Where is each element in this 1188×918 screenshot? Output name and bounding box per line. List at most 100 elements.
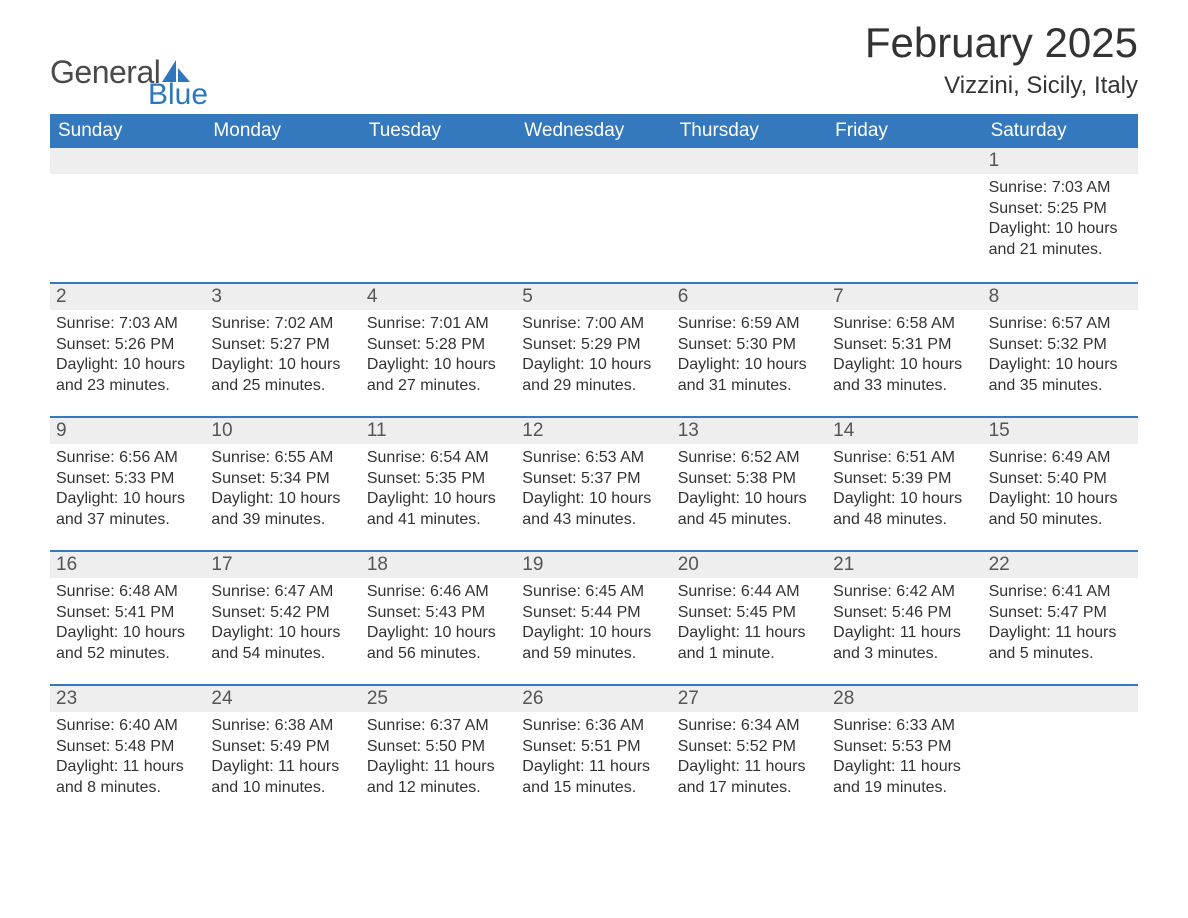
day-body: Sunrise: 7:01 AMSunset: 5:28 PMDaylight:… <box>361 310 516 396</box>
sunset-text: Sunset: 5:48 PM <box>56 737 199 757</box>
day-number: 13 <box>672 418 827 444</box>
day-body: Sunrise: 6:59 AMSunset: 5:30 PMDaylight:… <box>672 310 827 396</box>
daylight-text: Daylight: 10 hours and 52 minutes. <box>56 623 199 664</box>
daylight-text: Daylight: 11 hours and 3 minutes. <box>833 623 976 664</box>
day-body: Sunrise: 6:44 AMSunset: 5:45 PMDaylight:… <box>672 578 827 664</box>
header: General Blue February 2025 Vizzini, Sici… <box>50 20 1138 110</box>
weekday-heading: Tuesday <box>361 114 516 148</box>
sunset-text: Sunset: 5:43 PM <box>367 603 510 623</box>
brand-word-1: General <box>50 56 160 88</box>
sunset-text: Sunset: 5:45 PM <box>678 603 821 623</box>
calendar-day-cell: 14Sunrise: 6:51 AMSunset: 5:39 PMDayligh… <box>827 418 982 550</box>
daylight-text: Daylight: 10 hours and 35 minutes. <box>989 355 1132 396</box>
day-number: 8 <box>983 284 1138 310</box>
day-number: 6 <box>672 284 827 310</box>
day-number: 4 <box>361 284 516 310</box>
daylight-text: Daylight: 10 hours and 39 minutes. <box>211 489 354 530</box>
sunrise-text: Sunrise: 6:36 AM <box>522 716 665 736</box>
sunrise-text: Sunrise: 6:52 AM <box>678 448 821 468</box>
sunset-text: Sunset: 5:34 PM <box>211 469 354 489</box>
day-body: Sunrise: 7:02 AMSunset: 5:27 PMDaylight:… <box>205 310 360 396</box>
calendar-day-cell: 11Sunrise: 6:54 AMSunset: 5:35 PMDayligh… <box>361 418 516 550</box>
day-number: 26 <box>516 686 671 712</box>
sunset-text: Sunset: 5:50 PM <box>367 737 510 757</box>
sunrise-text: Sunrise: 6:54 AM <box>367 448 510 468</box>
day-number: 23 <box>50 686 205 712</box>
day-body: Sunrise: 6:56 AMSunset: 5:33 PMDaylight:… <box>50 444 205 530</box>
calendar-day-cell <box>205 148 360 282</box>
daylight-text: Daylight: 10 hours and 41 minutes. <box>367 489 510 530</box>
sunset-text: Sunset: 5:47 PM <box>989 603 1132 623</box>
sunrise-text: Sunrise: 6:58 AM <box>833 314 976 334</box>
daylight-text: Daylight: 10 hours and 50 minutes. <box>989 489 1132 530</box>
sunrise-text: Sunrise: 6:33 AM <box>833 716 976 736</box>
sunrise-text: Sunrise: 6:56 AM <box>56 448 199 468</box>
daylight-text: Daylight: 10 hours and 59 minutes. <box>522 623 665 664</box>
day-body: Sunrise: 6:58 AMSunset: 5:31 PMDaylight:… <box>827 310 982 396</box>
daylight-text: Daylight: 11 hours and 10 minutes. <box>211 757 354 798</box>
calendar-week: 2Sunrise: 7:03 AMSunset: 5:26 PMDaylight… <box>50 282 1138 416</box>
calendar-day-cell: 22Sunrise: 6:41 AMSunset: 5:47 PMDayligh… <box>983 552 1138 684</box>
calendar-day-cell: 19Sunrise: 6:45 AMSunset: 5:44 PMDayligh… <box>516 552 671 684</box>
daylight-text: Daylight: 11 hours and 15 minutes. <box>522 757 665 798</box>
sunset-text: Sunset: 5:29 PM <box>522 335 665 355</box>
sunset-text: Sunset: 5:42 PM <box>211 603 354 623</box>
sunrise-text: Sunrise: 6:40 AM <box>56 716 199 736</box>
day-number: 1 <box>983 148 1138 174</box>
title-block: February 2025 Vizzini, Sicily, Italy <box>865 20 1138 110</box>
weekday-heading: Friday <box>827 114 982 148</box>
sunrise-text: Sunrise: 6:49 AM <box>989 448 1132 468</box>
day-body: Sunrise: 6:47 AMSunset: 5:42 PMDaylight:… <box>205 578 360 664</box>
day-body: Sunrise: 6:38 AMSunset: 5:49 PMDaylight:… <box>205 712 360 798</box>
sunset-text: Sunset: 5:40 PM <box>989 469 1132 489</box>
sunset-text: Sunset: 5:49 PM <box>211 737 354 757</box>
sunset-text: Sunset: 5:27 PM <box>211 335 354 355</box>
sunset-text: Sunset: 5:35 PM <box>367 469 510 489</box>
sunset-text: Sunset: 5:32 PM <box>989 335 1132 355</box>
sunrise-text: Sunrise: 6:53 AM <box>522 448 665 468</box>
calendar-day-cell: 27Sunrise: 6:34 AMSunset: 5:52 PMDayligh… <box>672 686 827 818</box>
calendar-day-cell: 15Sunrise: 6:49 AMSunset: 5:40 PMDayligh… <box>983 418 1138 550</box>
daylight-text: Daylight: 10 hours and 29 minutes. <box>522 355 665 396</box>
calendar-day-cell: 17Sunrise: 6:47 AMSunset: 5:42 PMDayligh… <box>205 552 360 684</box>
calendar-day-cell <box>672 148 827 282</box>
calendar-week: 23Sunrise: 6:40 AMSunset: 5:48 PMDayligh… <box>50 684 1138 818</box>
calendar-day-cell <box>983 686 1138 818</box>
brand-word-2: Blue <box>148 80 208 110</box>
day-body: Sunrise: 6:55 AMSunset: 5:34 PMDaylight:… <box>205 444 360 530</box>
sunrise-text: Sunrise: 6:47 AM <box>211 582 354 602</box>
sunrise-text: Sunrise: 6:42 AM <box>833 582 976 602</box>
day-body: Sunrise: 6:57 AMSunset: 5:32 PMDaylight:… <box>983 310 1138 396</box>
daylight-text: Daylight: 10 hours and 27 minutes. <box>367 355 510 396</box>
day-number: 9 <box>50 418 205 444</box>
daylight-text: Daylight: 10 hours and 56 minutes. <box>367 623 510 664</box>
sunrise-text: Sunrise: 7:02 AM <box>211 314 354 334</box>
weekday-heading: Wednesday <box>516 114 671 148</box>
day-number <box>361 148 516 174</box>
day-number: 25 <box>361 686 516 712</box>
month-title: February 2025 <box>865 20 1138 66</box>
sunrise-text: Sunrise: 7:03 AM <box>989 178 1132 198</box>
sunrise-text: Sunrise: 6:51 AM <box>833 448 976 468</box>
sunset-text: Sunset: 5:31 PM <box>833 335 976 355</box>
calendar-day-cell: 8Sunrise: 6:57 AMSunset: 5:32 PMDaylight… <box>983 284 1138 416</box>
day-body: Sunrise: 6:36 AMSunset: 5:51 PMDaylight:… <box>516 712 671 798</box>
calendar-day-cell: 13Sunrise: 6:52 AMSunset: 5:38 PMDayligh… <box>672 418 827 550</box>
calendar-day-cell: 20Sunrise: 6:44 AMSunset: 5:45 PMDayligh… <box>672 552 827 684</box>
day-body: Sunrise: 6:33 AMSunset: 5:53 PMDaylight:… <box>827 712 982 798</box>
calendar-day-cell: 4Sunrise: 7:01 AMSunset: 5:28 PMDaylight… <box>361 284 516 416</box>
calendar-day-cell: 21Sunrise: 6:42 AMSunset: 5:46 PMDayligh… <box>827 552 982 684</box>
sunset-text: Sunset: 5:37 PM <box>522 469 665 489</box>
daylight-text: Daylight: 10 hours and 21 minutes. <box>989 219 1132 260</box>
calendar-day-cell: 28Sunrise: 6:33 AMSunset: 5:53 PMDayligh… <box>827 686 982 818</box>
day-body: Sunrise: 7:00 AMSunset: 5:29 PMDaylight:… <box>516 310 671 396</box>
calendar-day-cell <box>516 148 671 282</box>
daylight-text: Daylight: 10 hours and 37 minutes. <box>56 489 199 530</box>
daylight-text: Daylight: 10 hours and 33 minutes. <box>833 355 976 396</box>
sunset-text: Sunset: 5:25 PM <box>989 199 1132 219</box>
daylight-text: Daylight: 10 hours and 43 minutes. <box>522 489 665 530</box>
sunrise-text: Sunrise: 6:34 AM <box>678 716 821 736</box>
calendar-day-cell: 6Sunrise: 6:59 AMSunset: 5:30 PMDaylight… <box>672 284 827 416</box>
day-body: Sunrise: 6:40 AMSunset: 5:48 PMDaylight:… <box>50 712 205 798</box>
daylight-text: Daylight: 10 hours and 31 minutes. <box>678 355 821 396</box>
